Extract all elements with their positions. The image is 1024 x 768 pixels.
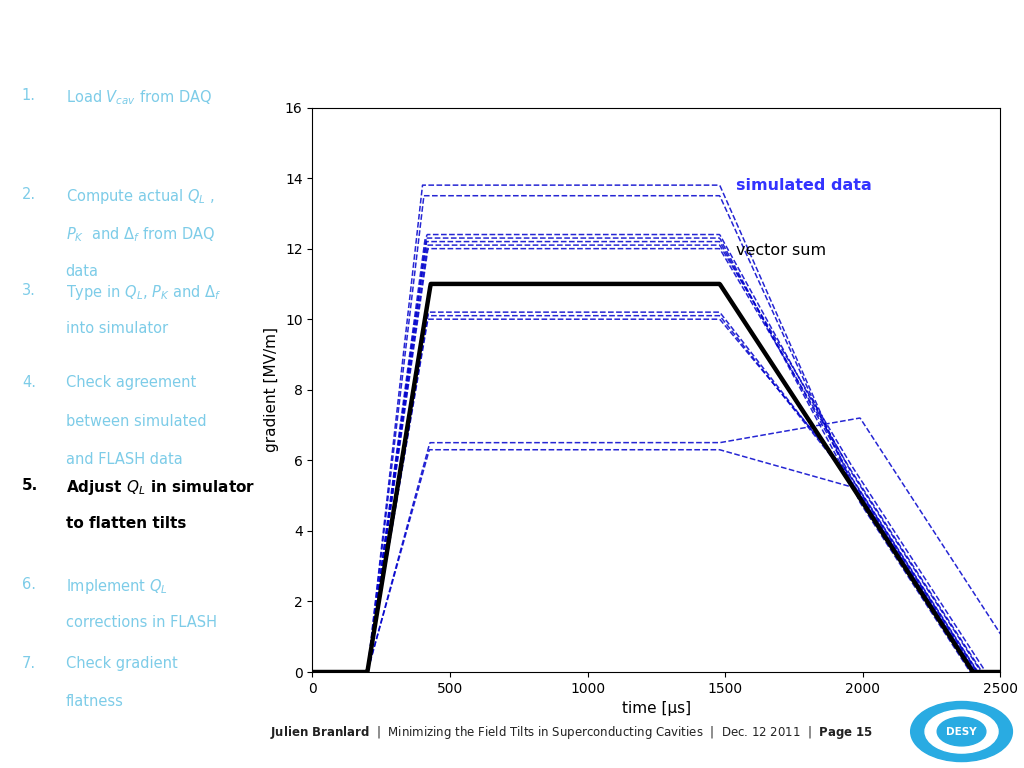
Text: to flatten tilts: to flatten tilts <box>66 516 186 531</box>
Text: 7.: 7. <box>22 656 36 671</box>
Circle shape <box>925 710 998 753</box>
Y-axis label: gradient [MV/m]: gradient [MV/m] <box>264 327 280 452</box>
Text: 4.: 4. <box>22 376 36 390</box>
Text: Adjust $Q_L$ in simulator: Adjust $Q_L$ in simulator <box>66 478 255 497</box>
Text: between simulated: between simulated <box>66 413 206 429</box>
Text: 1.: 1. <box>22 88 36 103</box>
Text: simulated data: simulated data <box>735 178 871 193</box>
Text: DESY: DESY <box>946 727 977 737</box>
Text: $\bf{Julien\ Branlard}$  |  Minimizing the Field Tilts in Superconducting Caviti: $\bf{Julien\ Branlard}$ | Minimizing the… <box>270 723 873 740</box>
Text: II. Calibration procedure: II. Calibration procedure <box>23 32 406 60</box>
Text: 3.: 3. <box>22 283 36 298</box>
Text: Type in $Q_L$, $P_K$ and $\Delta_f$: Type in $Q_L$, $P_K$ and $\Delta_f$ <box>66 283 221 302</box>
Text: 2.: 2. <box>22 187 36 202</box>
Text: Compute actual $Q_L$ ,: Compute actual $Q_L$ , <box>66 187 214 206</box>
Circle shape <box>910 701 1013 762</box>
X-axis label: time [µs]: time [µs] <box>622 701 691 717</box>
Text: Check agreement: Check agreement <box>66 376 196 390</box>
Text: data: data <box>66 263 98 279</box>
Text: flatness: flatness <box>66 694 124 710</box>
Text: $P_K$  and $\Delta_f$ from DAQ: $P_K$ and $\Delta_f$ from DAQ <box>66 225 215 244</box>
Circle shape <box>937 717 986 746</box>
Text: Load $V_{cav}$ from DAQ: Load $V_{cav}$ from DAQ <box>66 88 212 107</box>
Text: corrections in FLASH: corrections in FLASH <box>66 615 217 630</box>
Text: and FLASH data: and FLASH data <box>66 452 182 467</box>
Text: Implement $Q_L$: Implement $Q_L$ <box>66 577 168 596</box>
Text: Check gradient: Check gradient <box>66 656 177 671</box>
Text: into simulator: into simulator <box>66 321 168 336</box>
Text: vector sum: vector sum <box>735 243 825 258</box>
Text: 5.: 5. <box>22 478 38 492</box>
Text: 6.: 6. <box>22 577 36 591</box>
